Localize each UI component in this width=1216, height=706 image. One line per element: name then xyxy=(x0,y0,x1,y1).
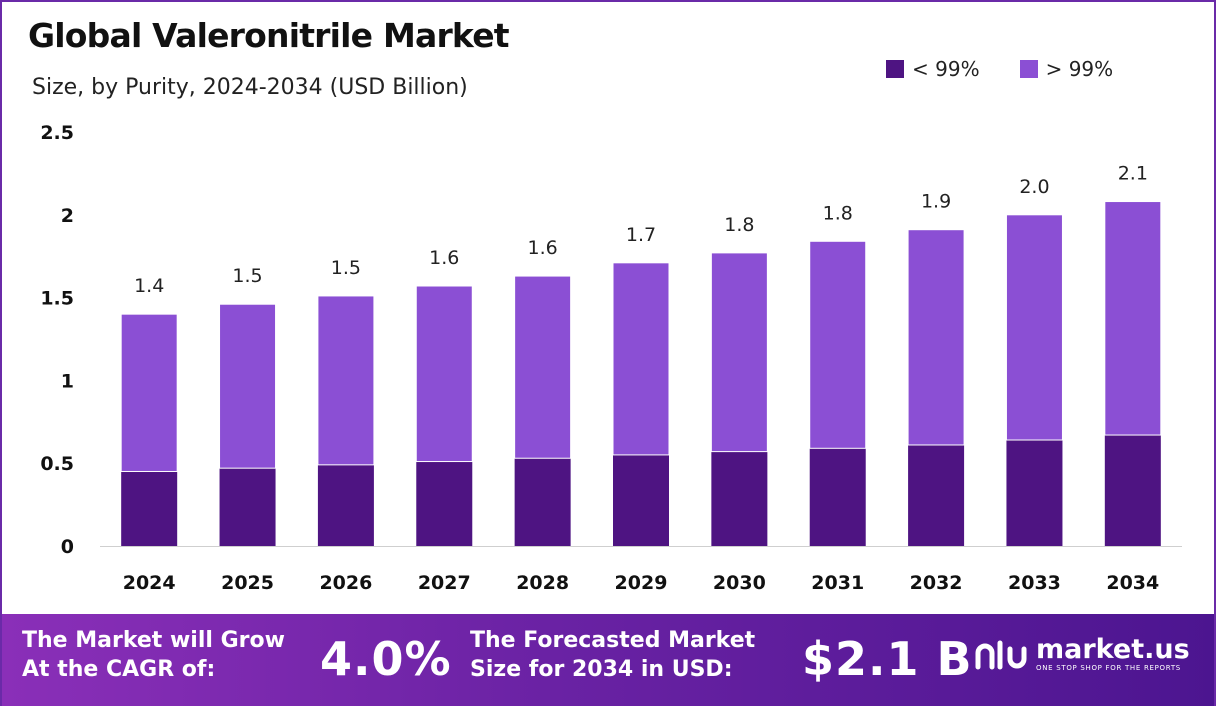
bar-above-99-2031 xyxy=(809,240,867,449)
total-label-2024: 1.4 xyxy=(134,275,164,297)
total-label-2031: 1.8 xyxy=(823,202,853,224)
bar-below-99-2029 xyxy=(613,454,669,546)
total-label-2033: 2.0 xyxy=(1019,176,1049,198)
x-tick-label-2031: 2031 xyxy=(811,572,864,594)
y-tick-label-4: 2 xyxy=(61,205,74,227)
bar-below-99-2024 xyxy=(121,471,178,546)
bar-above-99-2028 xyxy=(514,275,572,459)
y-tick-label-2: 1 xyxy=(61,370,74,392)
legend-item-above-99: > 99% xyxy=(1019,57,1114,81)
x-tick-label-2027: 2027 xyxy=(418,572,471,594)
cagr-label: The Market will Grow At the CAGR of: xyxy=(22,628,285,682)
forecast-value: $2.1 B xyxy=(802,632,973,686)
bar-above-99-2029 xyxy=(612,262,670,456)
bar-above-99-2034 xyxy=(1104,201,1162,436)
bar-above-99-2027 xyxy=(415,285,473,463)
bar-above-99-2030 xyxy=(710,252,768,453)
brand-logo: market.us ONE STOP SHOP FOR THE REPORTS xyxy=(974,636,1190,673)
chart-subtitle: Size, by Purity, 2024-2034 (USD Billion) xyxy=(32,75,468,100)
x-tick-label-2030: 2030 xyxy=(713,572,766,594)
legend-swatch-above-99 xyxy=(1019,60,1038,78)
total-label-2026: 1.5 xyxy=(331,257,361,279)
y-tick-label-5: 2.5 xyxy=(40,122,74,144)
x-tick-label-2025: 2025 xyxy=(221,572,274,594)
x-tick-label-2026: 2026 xyxy=(319,572,372,594)
bar-below-99-2034 xyxy=(1104,435,1161,546)
legend-item-below-99: < 99% xyxy=(886,57,980,81)
legend-label-below-99: < 99% xyxy=(912,57,980,81)
x-tick-label-2032: 2032 xyxy=(910,572,963,594)
bar-below-99-2031 xyxy=(809,448,866,546)
legend-swatch-below-99 xyxy=(886,60,904,78)
bar-above-99-2032 xyxy=(907,229,965,446)
x-tick-label-2028: 2028 xyxy=(516,572,569,594)
bar-above-99-2026 xyxy=(317,295,375,466)
forecast-label: The Forecasted Market Size for 2034 in U… xyxy=(470,628,756,682)
total-label-2027: 1.6 xyxy=(429,247,459,269)
legend: < 99% > 99% xyxy=(886,57,1153,81)
x-tick-label-2024: 2024 xyxy=(123,572,176,594)
bar-above-99-2025 xyxy=(219,303,277,469)
footer-banner: The Market will Grow At the CAGR of: 4.0… xyxy=(2,614,1214,706)
bar-below-99-2033 xyxy=(1006,440,1063,546)
x-tick-label-2029: 2029 xyxy=(615,572,668,594)
legend-label-above-99: > 99% xyxy=(1045,57,1114,81)
total-label-2025: 1.5 xyxy=(232,265,262,287)
bar-below-99-2025 xyxy=(219,468,276,546)
x-tick-label-2033: 2033 xyxy=(1008,572,1061,594)
market-us-logo-icon xyxy=(975,640,1027,669)
total-label-2032: 1.9 xyxy=(921,191,951,213)
total-label-2028: 1.6 xyxy=(528,237,558,259)
y-tick-label-0: 0 xyxy=(61,536,74,558)
bar-below-99-2032 xyxy=(908,444,965,546)
cagr-value: 4.0% xyxy=(320,632,452,686)
brand-tagline: ONE STOP SHOP FOR THE REPORTS xyxy=(1036,664,1181,672)
y-tick-label-3: 1.5 xyxy=(40,288,74,310)
bar-below-99-2027 xyxy=(416,461,473,546)
bar-above-99-2024 xyxy=(120,313,178,472)
bar-below-99-2026 xyxy=(317,464,374,546)
brand-name: market.us xyxy=(1036,634,1190,665)
chart-title: Global Valeronitrile Market xyxy=(28,16,510,55)
x-tick-label-2034: 2034 xyxy=(1106,572,1159,594)
bar-below-99-2030 xyxy=(711,451,768,546)
total-label-2030: 1.8 xyxy=(724,214,754,236)
bar-chart: 0 0.5 1 1.5 2 2.5 1.4 2024 1.5 2025 1.5 2026 1.6 2027… xyxy=(40,122,1182,594)
total-label-2034: 2.1 xyxy=(1118,163,1148,185)
total-label-2029: 1.7 xyxy=(626,224,656,246)
y-tick-label-1: 0.5 xyxy=(40,453,74,475)
bar-below-99-2028 xyxy=(514,458,571,546)
bar-above-99-2033 xyxy=(1005,214,1063,441)
